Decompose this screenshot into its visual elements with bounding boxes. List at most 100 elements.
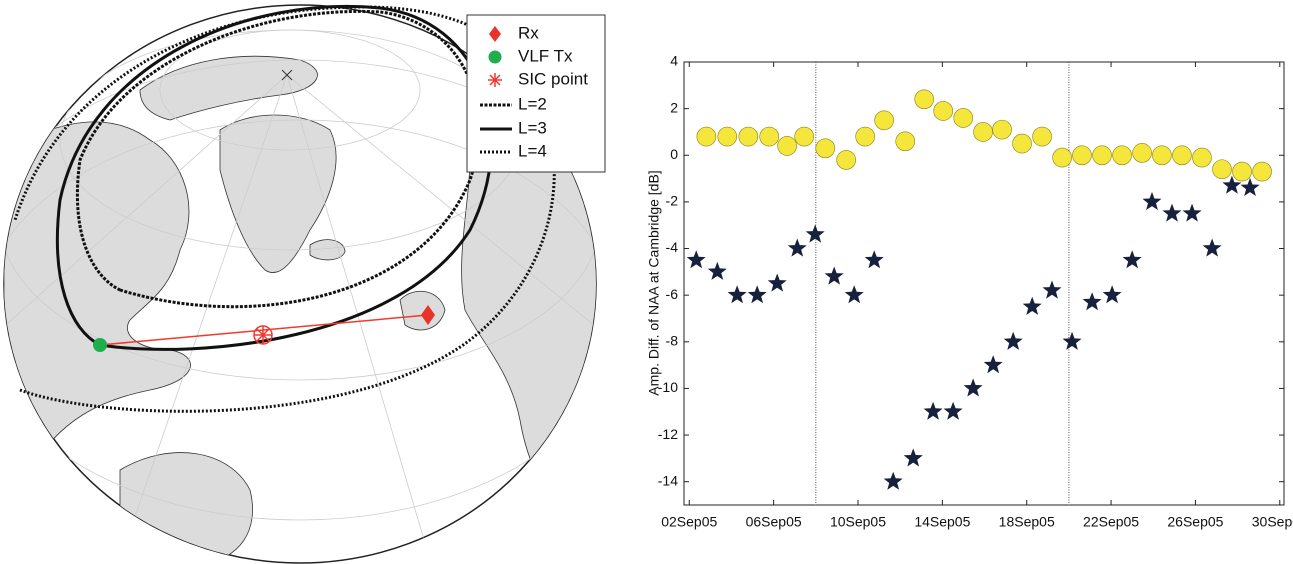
- y-axis-label: Amp. Diff. of NAA at Cambridge [dB]: [646, 170, 662, 395]
- l3-shell: [55, 4, 493, 351]
- y-tick-label: -2: [666, 193, 679, 209]
- legend-label: Rx: [518, 23, 539, 42]
- y-tick-label: 2: [670, 99, 678, 115]
- circle-point: [1092, 145, 1112, 166]
- legend-label: VLF Tx: [518, 46, 573, 65]
- x-tick-label: 30Sep05: [1252, 514, 1293, 530]
- circle-point: [1112, 145, 1132, 166]
- circle-point: [1152, 145, 1172, 166]
- circle-point: [1172, 145, 1192, 166]
- star-point: [1042, 280, 1062, 299]
- legend-label: L=4: [518, 141, 547, 160]
- circle-point: [973, 122, 993, 142]
- circle-point: [696, 126, 717, 147]
- circle-point: [1192, 147, 1212, 168]
- plot: -14 -12 -10 -8 -6 -4 -2 0 2 4 02Sep05 06Sep05 10Sep0…: [658, 53, 1293, 530]
- legend-label: L=3: [518, 118, 547, 137]
- globe-map: Rx VLF Tx SIC point L=2 L=3 L=4: [3, 4, 606, 564]
- star-point: [883, 471, 903, 490]
- star-point: [983, 355, 1003, 374]
- x-tick-label: 10Sep05: [830, 514, 886, 530]
- y-tick-label: -4: [666, 239, 679, 255]
- circle-point: [1052, 147, 1072, 168]
- circle-point: [855, 126, 875, 147]
- star-point: [707, 261, 727, 280]
- legend-label: SIC point: [518, 69, 588, 88]
- y-tick-label: 4: [670, 53, 678, 69]
- star-point: [1062, 331, 1082, 350]
- circle-point: [1072, 145, 1092, 166]
- circle-point: [836, 150, 856, 170]
- star-point: [1162, 203, 1182, 222]
- x-tick-label: 02Sep05: [661, 514, 717, 530]
- star-point: [864, 250, 884, 269]
- land: [4, 55, 596, 563]
- tx-marker: [93, 338, 107, 352]
- circle-point: [1252, 161, 1272, 182]
- star-point: [1122, 250, 1142, 269]
- circle-point: [815, 138, 836, 159]
- circle-point: [1012, 133, 1032, 154]
- star-point: [1022, 296, 1042, 315]
- star-point: [1202, 238, 1222, 257]
- plot-frame: [683, 61, 1285, 506]
- circle-point: [874, 110, 894, 131]
- y-tick-label: -8: [666, 332, 679, 348]
- x-tick-label: 22Sep05: [1083, 514, 1139, 530]
- star-point: [844, 285, 864, 304]
- circle-point: [794, 126, 815, 147]
- circle-point: [1212, 159, 1232, 180]
- star-point: [767, 273, 787, 292]
- star-point: [1240, 177, 1260, 196]
- star-point: [787, 238, 807, 257]
- y-tick-label: -6: [666, 286, 679, 302]
- circle-point: [953, 108, 974, 128]
- x-tick-label: 26Sep05: [1167, 514, 1223, 530]
- star-point: [805, 224, 825, 243]
- y-tick-label: -14: [658, 472, 678, 488]
- star-point: [686, 250, 706, 269]
- star-point: [1222, 175, 1242, 194]
- star-point: [1003, 331, 1023, 350]
- circle-point: [1032, 126, 1052, 147]
- circle-point: [1132, 143, 1152, 163]
- star-point: [747, 285, 767, 304]
- y-tick-label: -10: [658, 379, 678, 395]
- legend-symbol: [488, 50, 502, 64]
- star-point: [923, 401, 943, 420]
- x-tick-label: 06Sep05: [746, 514, 802, 530]
- circle-point: [992, 119, 1012, 140]
- circle-point: [717, 126, 738, 147]
- rx-marker: [421, 305, 435, 325]
- circle-point: [914, 89, 935, 110]
- star-point: [1102, 285, 1122, 304]
- map-legend: Rx VLF Tx SIC point L=2 L=3 L=4: [466, 14, 606, 173]
- star-point: [727, 285, 747, 304]
- circle-point: [738, 126, 759, 147]
- y-tick-label: 0: [670, 146, 678, 162]
- x-tick-label: 18Sep05: [999, 514, 1055, 530]
- circle-point: [933, 101, 953, 121]
- star-point: [943, 401, 963, 420]
- sic-marker: [253, 325, 273, 345]
- path-line: [99, 314, 429, 346]
- l2-shell: [75, 9, 481, 309]
- circle-point: [1232, 161, 1252, 182]
- x-tick-label: 14Sep05: [914, 514, 970, 530]
- star-point: [1082, 292, 1102, 311]
- star-point: [824, 266, 844, 285]
- star-point: [903, 448, 923, 467]
- y-tick-label: -12: [658, 426, 678, 442]
- legend-symbol: [488, 73, 502, 87]
- legend-symbol: [489, 26, 501, 42]
- legend-label: L=2: [518, 94, 547, 113]
- star-point: [1182, 203, 1202, 222]
- circle-point: [777, 136, 797, 156]
- pole-mark: [281, 69, 293, 81]
- circle-point: [895, 131, 916, 152]
- star-point: [1142, 191, 1162, 210]
- circle-point: [759, 126, 780, 147]
- legend-box: [466, 14, 606, 173]
